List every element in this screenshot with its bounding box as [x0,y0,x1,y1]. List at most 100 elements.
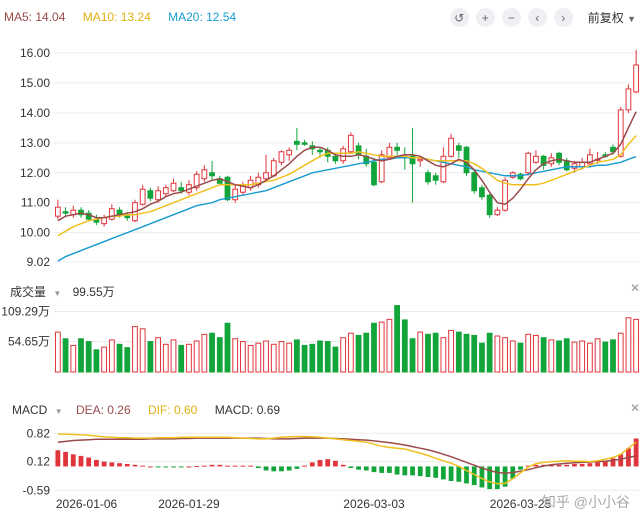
candle-body [54,206,61,217]
volume-bar [340,337,347,373]
macd-histogram-bar [363,466,369,471]
volume-bar [517,342,524,373]
volume-bar [54,331,61,373]
macd-histogram-bar [518,466,523,470]
macd-histogram-bar [317,459,323,467]
volume-bar [309,343,316,373]
ma5-line [57,111,637,222]
price-tick-label: 15.00 [20,76,50,90]
volume-bar [540,337,547,373]
volume-legend: 成交量 ▼ 99.55万 [10,283,115,300]
volume-bar [525,333,532,373]
volume-bar [463,333,470,373]
undo-icon[interactable]: ↺ [449,8,469,27]
volume-bar [108,339,115,373]
macd-histogram-bar [186,466,192,468]
volume-bar [124,347,131,373]
volume-bar [571,341,578,373]
volume-bar [278,341,285,373]
candle-body [625,88,632,111]
macd-histogram-bar [209,464,215,467]
macd-histogram-bar [440,466,446,480]
volume-bar [209,332,215,373]
candle-body [633,64,640,93]
minus-icon[interactable]: − [501,8,521,27]
volume-tick-label: 109.29万 [1,304,50,318]
macd-histogram-bar [271,466,277,472]
price-tick-label: 14.00 [20,106,50,120]
macd-histogram-bar [533,464,539,467]
macd-histogram-bar [55,450,61,467]
chevron-down-icon[interactable]: ▼ [53,289,62,298]
candle-body [209,172,215,177]
volume-bar [533,334,539,373]
candle-body [571,163,578,169]
x-tick-label: 2026-01-06 [56,497,118,511]
volume-bar [594,338,601,373]
volume-bar [301,344,308,373]
volume-bar [579,340,586,373]
macd-histogram-bar [101,461,107,467]
volume-bar [101,346,108,373]
volume-bar [471,334,478,373]
macd-histogram-bar [471,466,477,486]
macd-histogram-bar [70,454,76,467]
close-icon[interactable]: ✕ [629,281,640,295]
macd-histogram-bar [379,466,385,473]
macd-histogram-bar [548,464,554,467]
volume-bar [509,340,516,373]
candle-body [509,172,516,178]
candle-body [224,176,231,201]
macd-histogram-bar [340,464,346,467]
volume-bar [378,321,385,373]
candle-body [193,173,200,189]
plus-icon[interactable]: + [475,8,495,27]
volume-bar [440,337,447,373]
macd-title: MACD [12,403,48,417]
volume-bar [563,338,570,373]
volume-bar [432,332,439,373]
macd-histogram-bar [109,462,115,467]
candle-body [371,161,377,186]
candle-body [494,209,501,216]
macd-histogram-bar [502,466,508,487]
macd-histogram-bar [132,464,138,467]
macd-histogram-bar [171,466,176,468]
volume-bar [610,339,616,373]
candle-body [533,155,539,163]
chart-toolbar: ↺ + − ‹ › 前复权 ▼ [449,8,636,27]
macd-histogram-bar [487,466,493,490]
candle-body [409,155,416,165]
macd-histogram-bar [302,465,307,467]
macd-histogram-bar [240,465,246,467]
macd-histogram-bar [117,463,122,467]
candle-body [378,154,385,183]
volume-bar [162,343,169,373]
volume-bar [170,339,177,373]
volume-bar [409,338,416,373]
macd-histogram-bar [78,455,84,467]
volume-bar [586,342,593,373]
volume-bar [401,319,408,373]
macd-histogram-bar [417,466,423,477]
macd-histogram-bar [225,465,230,467]
candle-body [108,208,115,220]
adjust-dropdown[interactable]: 前复权 ▼ [588,9,636,26]
adjust-label: 前复权 [587,11,624,25]
price-tick-label: 10.00 [20,226,50,240]
chevron-right-icon[interactable]: › [553,8,573,27]
price-tick-label: 11.00 [21,196,50,210]
volume-bar [93,349,100,373]
candle-body [432,175,439,181]
macd-histogram-bar [348,466,354,469]
macd-legend: MACD ▼ DEA: 0.26 DIF: 0.60 MACD: 0.69 [12,403,280,417]
volume-bar [186,343,192,373]
chevron-down-icon[interactable]: ▼ [54,407,63,416]
macd-histogram-bar [147,466,153,468]
chevron-left-icon[interactable]: ‹ [527,8,547,27]
candle-body [455,145,462,151]
macd-histogram-bar [595,462,600,467]
volume-bar [332,346,339,373]
candle-body [386,146,393,159]
close-icon[interactable]: ✕ [629,401,640,415]
